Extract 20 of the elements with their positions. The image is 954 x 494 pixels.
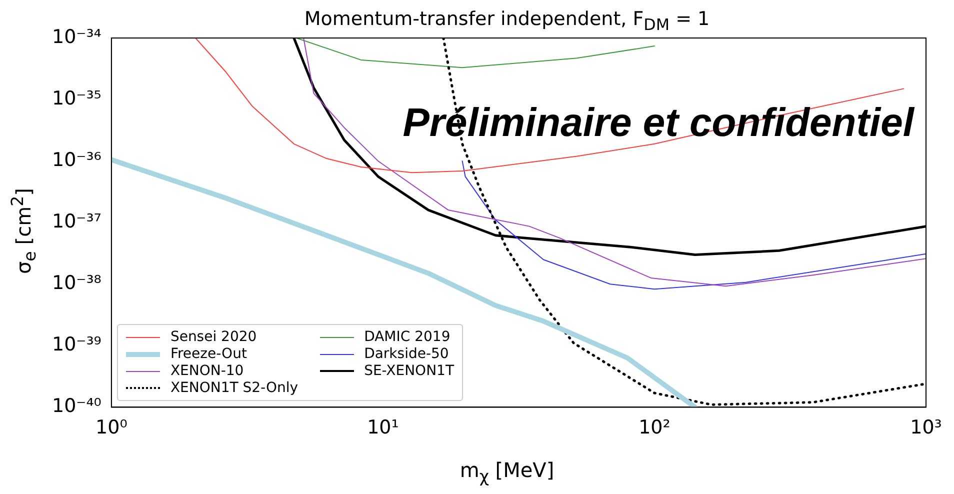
x-tick-label: 10² (638, 416, 670, 439)
x-tick-label: 10¹ (367, 416, 399, 439)
x-tick-label: 10³ (910, 416, 942, 439)
y-tick-label: 10⁻³⁶ (52, 149, 102, 172)
y-tick-label: 10⁻³⁹ (52, 334, 102, 356)
y-tick-label: 10⁻³⁵ (52, 87, 102, 110)
y-tick-label: 10⁻⁴⁰ (52, 395, 102, 418)
y-tick-label: 10⁻³⁸ (52, 272, 102, 294)
legend-label: Sensei 2020 (170, 329, 257, 346)
legend-label: XENON1T S2-Only (170, 380, 298, 396)
x-axis-title: m$_{χ}$ [MeV] (458, 458, 556, 486)
x-tick-label: 10⁰ (96, 416, 128, 439)
y-tick-label: 10⁻³⁷ (52, 210, 102, 233)
legend-label: Darkside-50 (364, 346, 449, 362)
legend-label: SE-XENON1T (364, 363, 454, 380)
y-tick-label: 10⁻³⁴ (52, 26, 102, 48)
chart-title: Momentum-transfer independent, F$_{DM}$ = 1 (304, 8, 710, 34)
legend-label: DAMIC 2019 (364, 329, 450, 346)
legend-label: XENON-10 (170, 363, 244, 380)
legend-label: Freeze-Out (170, 346, 247, 362)
